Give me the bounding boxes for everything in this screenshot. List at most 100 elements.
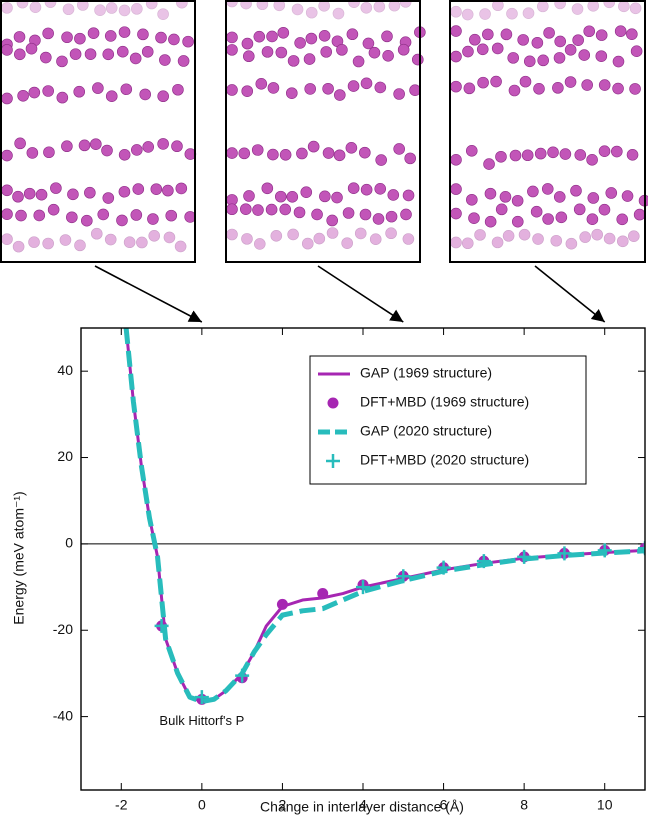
atom [262, 46, 273, 57]
x-tick-label: 2 [279, 797, 287, 813]
atom [306, 33, 317, 44]
atom [492, 237, 503, 248]
atom [604, 233, 615, 244]
structure-arrow [95, 266, 202, 322]
atom [496, 204, 507, 215]
atom [171, 141, 182, 152]
atom [278, 27, 289, 38]
atom [485, 216, 496, 227]
y-tick-label: 0 [65, 535, 73, 551]
atom [306, 7, 317, 18]
atom [156, 32, 167, 43]
atom [348, 183, 359, 194]
atom [592, 229, 603, 240]
atom [305, 83, 316, 94]
atom [469, 34, 480, 45]
atom [346, 142, 357, 153]
atom [554, 191, 565, 202]
atom [510, 150, 521, 161]
atom [2, 93, 13, 104]
atom [133, 184, 144, 195]
atom [30, 2, 41, 13]
atom [361, 184, 372, 195]
atom [596, 30, 607, 41]
atom [16, 210, 27, 221]
atom [304, 54, 315, 65]
atom [106, 91, 117, 102]
atom [103, 193, 114, 204]
atom [176, 183, 187, 194]
atom [639, 195, 648, 206]
atom [548, 147, 559, 158]
atom [535, 148, 546, 159]
atom [627, 149, 638, 160]
atom [319, 191, 330, 202]
atom [43, 238, 54, 249]
atom [370, 234, 381, 245]
atom [363, 38, 374, 49]
legend-label: DFT+MBD (2020 structure) [360, 452, 529, 468]
y-tick-label: -40 [53, 707, 73, 723]
atom [50, 183, 61, 194]
atom [451, 26, 462, 37]
atom [466, 145, 477, 156]
atom [631, 46, 642, 57]
atom [117, 46, 128, 57]
atom [588, 192, 599, 203]
atom [43, 147, 54, 158]
atom [280, 204, 291, 215]
atom [103, 49, 114, 60]
atom [503, 230, 514, 241]
atom [2, 209, 13, 220]
legend-label: DFT+MBD (1969 structure) [360, 394, 529, 410]
atom [369, 47, 380, 58]
atom [532, 37, 543, 48]
atom [95, 5, 106, 16]
atom [15, 138, 26, 149]
atom [124, 237, 135, 248]
atom [527, 186, 538, 197]
atom [24, 188, 35, 199]
atom [43, 28, 54, 39]
atom [256, 78, 267, 89]
atom [136, 237, 147, 248]
atom [296, 148, 307, 159]
atom [491, 76, 502, 87]
atom [501, 29, 512, 40]
atom [462, 9, 473, 20]
atom [105, 234, 116, 245]
atom [617, 214, 628, 225]
atom [166, 210, 177, 221]
atom [162, 185, 173, 196]
atom [227, 229, 238, 240]
atom [373, 213, 384, 224]
atom [327, 215, 338, 226]
atom [183, 36, 194, 47]
atom [137, 29, 148, 40]
atom [98, 209, 109, 220]
atom [164, 232, 175, 243]
atom [484, 159, 495, 170]
atom [2, 2, 13, 13]
atom [353, 56, 364, 67]
atom [451, 51, 462, 62]
atom [336, 44, 347, 55]
atom [587, 154, 598, 165]
atom [520, 76, 531, 87]
atom [464, 83, 475, 94]
atom [574, 204, 585, 215]
atom [542, 183, 553, 194]
atom [43, 86, 54, 97]
atom [386, 211, 397, 222]
atom [543, 214, 554, 225]
atom [451, 208, 462, 219]
data-point [317, 588, 328, 599]
atom [74, 86, 85, 97]
atom [618, 1, 629, 12]
atom [14, 49, 25, 60]
atom [242, 86, 253, 97]
atom [29, 237, 40, 248]
atom [477, 44, 488, 55]
atom [323, 83, 334, 94]
atom [544, 27, 555, 38]
